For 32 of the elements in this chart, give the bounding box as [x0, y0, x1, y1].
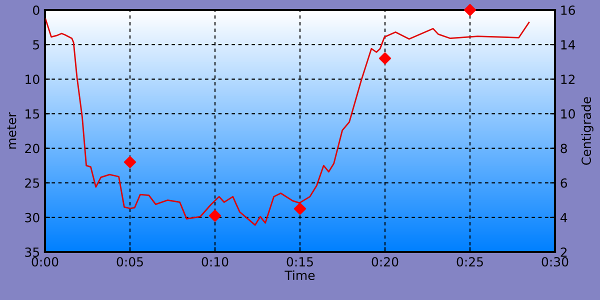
point [208, 210, 222, 222]
point [378, 52, 392, 64]
y-tick-label: 25 [25, 178, 40, 188]
y-tick-label: 15 [26, 109, 40, 119]
y2-tick-label: 12 [561, 74, 575, 84]
y2-tick-label: 14 [561, 40, 576, 50]
y-tick-label: 5 [33, 40, 40, 50]
y2-tick-label: 8 [560, 144, 567, 154]
x-axis-title: Time [284, 270, 315, 280]
y2-tick-label: 6 [560, 178, 568, 188]
y-tick-label: 10 [26, 74, 40, 84]
point [464, 4, 476, 16]
x-tick-label: 0:20 [372, 257, 398, 267]
x-tick-label: 0:30 [542, 257, 568, 267]
x-tick-label: 0:00 [32, 257, 58, 267]
line-series [45, 18, 530, 226]
x-tick-label: 0:05 [116, 257, 143, 267]
y2-tick-label: 2 [560, 247, 567, 257]
x-tick-label: 0:10 [202, 257, 228, 267]
point [294, 202, 306, 215]
y2-tick-label: 16 [561, 5, 575, 15]
y2-tick-label: 4 [560, 213, 568, 222]
y2-axis-title: Centigrade [581, 97, 594, 165]
point [124, 156, 136, 168]
x-tick-label: 0:25 [456, 257, 483, 267]
x-tick-label: 0:15 [286, 257, 313, 267]
y-tick-label: 35 [25, 247, 40, 257]
y-tick-label: 30 [25, 212, 40, 222]
y-tick-label: 0 [33, 5, 40, 15]
y-axis-title: meter [7, 112, 16, 149]
y-tick-label: 20 [25, 144, 40, 154]
y2-tick-label: 10 [561, 109, 575, 119]
